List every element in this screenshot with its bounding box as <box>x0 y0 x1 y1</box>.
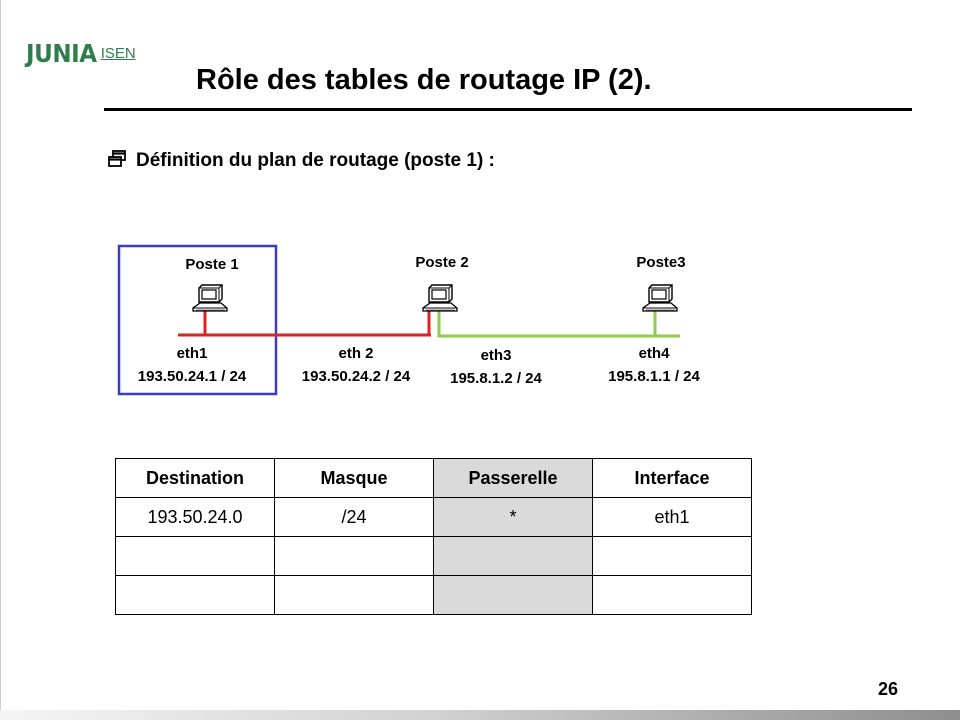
cell-masque <box>274 536 434 576</box>
network2-line <box>437 311 680 338</box>
cell-destination <box>115 536 275 576</box>
logo-junia-text: JUNIA <box>26 39 97 68</box>
interface-name-eth1: eth1 <box>176 345 208 362</box>
interface-name-eth2: eth 2 <box>338 345 374 362</box>
cell-masque <box>274 575 434 615</box>
host-label-poste2: Poste 2 <box>415 254 469 271</box>
interface-name-eth3: eth3 <box>480 347 512 364</box>
interface-name-eth4: eth4 <box>638 345 670 362</box>
table-row <box>115 575 752 615</box>
header-passerelle: Passerelle <box>433 458 593 498</box>
cell-destination <box>115 575 275 615</box>
interface-address-eth4: 195.8.1.1 / 24 <box>608 368 700 385</box>
poste3-computer-icon <box>642 284 678 312</box>
table-row <box>115 536 752 576</box>
poste2-computer-icon <box>422 284 458 312</box>
header-masque: Masque <box>274 458 434 498</box>
cell-interface <box>592 575 752 615</box>
cell-interface <box>592 536 752 576</box>
title-underline <box>104 108 912 111</box>
host-label-poste3: Poste3 <box>636 254 686 271</box>
page-number: 26 <box>878 679 899 699</box>
cell-masque: /24 <box>274 497 434 537</box>
window-bullet-icon <box>108 150 126 167</box>
bullet-text: Définition du plan de routage (poste 1) … <box>136 150 495 171</box>
interface-address-eth2: 193.50.24.2 / 24 <box>301 368 411 385</box>
highlight-box-poste1 <box>117 244 278 396</box>
routing-table: Destination Masque Passerelle Interface … <box>115 458 752 615</box>
host-label-poste1: Poste 1 <box>185 256 239 273</box>
logo-isen-text: ISEN <box>100 45 136 62</box>
cell-interface: eth1 <box>592 497 752 537</box>
junia-isen-logo: JUNIA ISEN <box>26 40 136 68</box>
interface-address-eth3: 195.8.1.2 / 24 <box>450 370 542 387</box>
table-row: 193.50.24.0 /24 * eth1 <box>115 497 752 537</box>
slide-edge <box>0 0 1 720</box>
header-destination: Destination <box>115 458 275 498</box>
poste1-computer-icon <box>192 284 228 312</box>
table-header-row: Destination Masque Passerelle Interface <box>115 458 752 498</box>
header-interface: Interface <box>592 458 752 498</box>
cell-passerelle <box>433 575 593 615</box>
cell-passerelle: * <box>433 497 593 537</box>
slide-title: Rôle des tables de routage IP (2). <box>196 64 652 96</box>
interface-address-eth1: 193.50.24.1 / 24 <box>137 368 247 385</box>
footer-gradient-bar <box>0 710 960 720</box>
cell-destination: 193.50.24.0 <box>115 497 275 537</box>
cell-passerelle <box>433 536 593 576</box>
